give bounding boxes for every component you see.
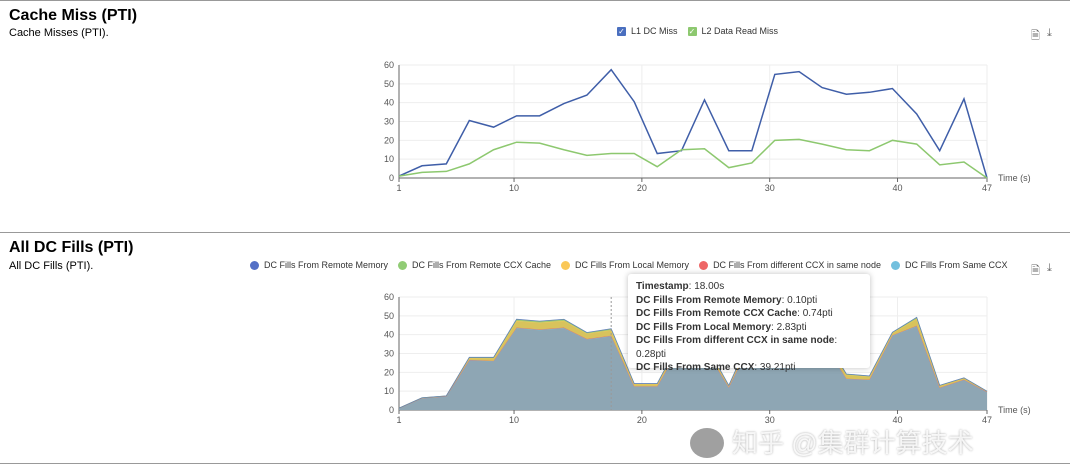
x-tick-label: 40 [893, 415, 903, 425]
legend-label: DC Fills From Remote Memory [264, 260, 389, 270]
y-tick-label: 20 [384, 135, 394, 145]
legend-label: DC Fills From different CCX in same node [713, 260, 881, 270]
legend-item[interactable]: DC Fills From Remote Memory [250, 260, 388, 270]
legend-label: DC Fills From Remote CCX Cache [412, 260, 552, 270]
y-tick-label: 30 [384, 117, 394, 127]
x-tick-label: 1 [396, 183, 401, 193]
legend-item[interactable]: DC Fills From Same CCX [890, 260, 1008, 270]
chart-legend: ✓ L1 DC Miss ✓ L2 Data Read Miss [617, 26, 784, 36]
tooltip-label: DC Fills From different CCX in same node [636, 335, 835, 346]
tooltip-label: DC Fills From Remote CCX Cache [636, 308, 798, 319]
x-tick-label: 10 [509, 415, 519, 425]
section-title: Cache Miss (PTI) [9, 7, 138, 24]
tooltip-value: 2.83pti [776, 321, 807, 333]
tooltip-label: Timestamp [636, 281, 689, 292]
legend-item[interactable]: DC Fills From different CCX in same node [699, 260, 881, 270]
section-subtitle: Cache Misses (PTI). [9, 27, 109, 39]
x-tick-label: 40 [893, 183, 903, 193]
tooltip-label: DC Fills From Same CCX [636, 362, 755, 373]
x-axis-label: Time (s) [998, 405, 1031, 415]
tooltip-label: DC Fills From Local Memory [636, 321, 772, 333]
y-tick-label: 40 [384, 98, 394, 108]
x-tick-label: 47 [982, 183, 992, 193]
circle-icon [398, 260, 408, 270]
y-tick-label: 50 [384, 79, 394, 89]
checkbox-icon[interactable]: ✓ [687, 26, 697, 36]
tooltip-value: 0.10pti [787, 294, 818, 306]
circle-icon [561, 260, 571, 270]
legend-label: DC Fills From Local Memory [575, 260, 690, 270]
chart-tooltip: Timestamp: 18.00s DC Fills From Remote M… [628, 274, 870, 373]
watermark: 知乎 @集群计算技术 [690, 428, 974, 458]
y-tick-label: 50 [384, 311, 394, 321]
y-tick-label: 20 [384, 367, 394, 377]
legend-item-l2[interactable]: ✓ L2 Data Read Miss [687, 26, 779, 36]
legend-label: L1 DC Miss [631, 26, 678, 36]
section-subtitle: All DC Fills (PTI). [9, 260, 94, 272]
y-tick-label: 60 [384, 292, 394, 302]
x-tick-label: 47 [982, 415, 992, 425]
x-tick-label: 20 [637, 415, 647, 425]
circle-icon [250, 260, 259, 270]
y-tick-label: 60 [384, 60, 394, 70]
legend-item[interactable]: DC Fills From Remote CCX Cache [398, 260, 551, 270]
x-tick-label: 20 [637, 183, 647, 193]
legend-item[interactable]: DC Fills From Local Memory [561, 260, 689, 270]
divider [0, 463, 1070, 464]
wechat-icon [690, 428, 724, 458]
divider [0, 0, 1070, 1]
tooltip-value: 39.21pti [759, 362, 796, 373]
legend-item-l1[interactable]: ✓ L1 DC Miss [617, 26, 678, 36]
y-tick-label: 10 [384, 386, 394, 396]
y-tick-label: 10 [384, 154, 394, 164]
tooltip-value: 0.28pti [636, 348, 667, 360]
x-axis-label: Time (s) [998, 173, 1031, 183]
divider [0, 232, 1070, 233]
checkbox-icon[interactable]: ✓ [617, 26, 626, 36]
series-area [399, 326, 987, 410]
tooltip-label: DC Fills From Remote Memory [636, 294, 782, 306]
y-tick-label: 30 [384, 349, 394, 359]
tooltip-value: 18.00s [694, 281, 725, 292]
x-tick-label: 1 [396, 415, 401, 425]
document-icon[interactable]: 🗎 [1031, 265, 1040, 277]
y-tick-label: 0 [389, 173, 394, 183]
series-line [398, 138, 988, 179]
document-icon[interactable]: 🗎 [1031, 30, 1040, 42]
y-tick-label: 0 [389, 405, 394, 415]
circle-icon [699, 260, 709, 270]
series-line [398, 68, 988, 179]
x-tick-label: 30 [765, 183, 775, 193]
download-icon[interactable]: ⤓ [1047, 27, 1052, 39]
section-title: All DC Fills (PTI) [9, 239, 134, 256]
x-tick-label: 10 [509, 183, 519, 193]
chart-legend: DC Fills From Remote Memory DC Fills Fro… [250, 260, 1013, 270]
download-icon[interactable]: ⤓ [1047, 262, 1052, 274]
circle-icon [890, 260, 900, 270]
watermark-text: 知乎 @集群计算技术 [732, 428, 974, 458]
tooltip-value: 0.74pti [802, 308, 833, 319]
y-tick-label: 40 [384, 330, 394, 340]
legend-label: DC Fills From Same CCX [904, 260, 1008, 270]
legend-label: L2 Data Read Miss [701, 26, 779, 36]
x-tick-label: 30 [765, 415, 775, 425]
